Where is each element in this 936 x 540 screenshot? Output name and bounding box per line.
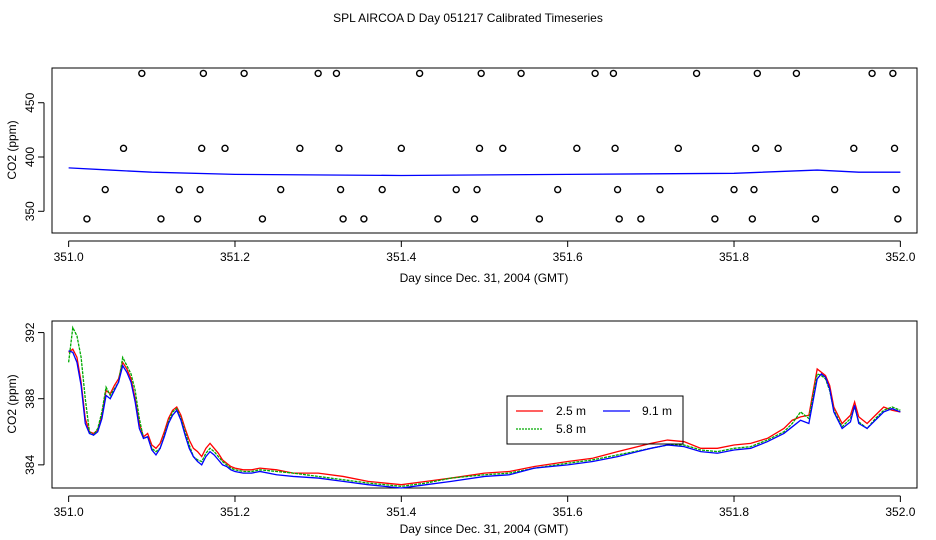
top-calibration-point xyxy=(750,185,758,194)
top-calibration-point xyxy=(499,144,507,153)
top-calibration-point xyxy=(477,69,485,78)
top-calibration-point xyxy=(850,144,858,153)
bottom-x-tick-label: 352.0 xyxy=(885,505,915,519)
top-calibration-point xyxy=(751,144,760,153)
bottom-x-tick-label: 351.0 xyxy=(54,505,84,519)
top-calibration-point xyxy=(296,144,304,153)
chart-title: SPL AIRCOA D Day 051217 Calibrated Times… xyxy=(333,11,603,25)
bottom-series-9-1-m xyxy=(68,350,901,489)
bottom-axes: 351.0 351.2 351.4 351.6 351.8 352.0 384 388 392 xyxy=(23,322,916,519)
top-calibration-point xyxy=(240,69,248,78)
top-calibration-point xyxy=(711,215,719,223)
bottom-plot-frame xyxy=(51,320,918,489)
legend-label-5-8m: 5.8 m xyxy=(556,422,586,436)
top-calibration-point xyxy=(692,69,701,78)
top-calibration-point xyxy=(892,185,900,194)
bottom-x-tick-label: 351.6 xyxy=(553,505,583,519)
legend-label-2-5m: 2.5 m xyxy=(556,404,586,418)
top-calibration-point xyxy=(637,215,645,223)
top-y-tick-label: 450 xyxy=(23,92,37,112)
bottom-y-tick-label: 384 xyxy=(23,455,37,475)
bottom-x-axis-title: Day since Dec. 31, 2004 (GMT) xyxy=(400,522,569,536)
top-calibration-point xyxy=(335,144,343,153)
top-y-tick-label: 350 xyxy=(23,201,37,221)
top-calibration-point xyxy=(674,144,682,153)
top-calibration-point xyxy=(475,144,484,153)
bottom-y-axis-title: CO2 (ppm) xyxy=(5,374,19,433)
top-calibration-point xyxy=(199,69,208,78)
top-calibration-point xyxy=(193,215,202,223)
top-calibration-point xyxy=(470,215,479,223)
top-calibration-point xyxy=(609,69,618,78)
top-calibration-point xyxy=(101,185,109,194)
top-calibration-point xyxy=(434,215,442,223)
top-y-tick-label: 400 xyxy=(23,147,37,167)
top-calibration-point xyxy=(397,144,406,153)
top-calibration-point xyxy=(221,144,229,153)
top-calibration-point xyxy=(573,144,581,153)
top-calibration-point xyxy=(157,215,165,223)
top-calibration-point xyxy=(613,185,622,194)
bottom-plot-area xyxy=(67,325,901,489)
top-calibration-point xyxy=(792,69,801,78)
top-calibration-point xyxy=(336,185,345,194)
legend-label-9-1m: 9.1 m xyxy=(642,404,672,418)
legend-box xyxy=(506,395,684,445)
top-calibration-point xyxy=(615,215,623,223)
top-calibration-point xyxy=(415,69,424,78)
top-calibration-point xyxy=(611,144,619,153)
top-series-trace xyxy=(68,167,901,177)
top-calibration-point xyxy=(119,144,128,153)
top-calibration-point xyxy=(83,215,91,223)
top-plot-frame xyxy=(51,67,918,234)
top-calibration-point xyxy=(811,215,820,223)
top-calibration-point xyxy=(339,215,347,223)
top-calibration-point xyxy=(198,144,206,153)
top-calibration-point xyxy=(378,185,386,194)
top-x-tick-label: 351.2 xyxy=(220,250,250,264)
top-calibration-point xyxy=(360,215,368,223)
top-calibration-point xyxy=(258,215,267,223)
bottom-x-tick-label: 351.4 xyxy=(386,505,416,519)
top-calibration-point xyxy=(314,69,322,78)
bottom-x-tick-label: 351.8 xyxy=(719,505,749,519)
bottom-x-tick-label: 351.2 xyxy=(220,505,250,519)
top-x-tick-label: 351.0 xyxy=(54,250,84,264)
top-calibration-point xyxy=(753,69,762,78)
top-calibration-point xyxy=(175,185,183,194)
top-plot-area xyxy=(68,69,902,223)
top-calibration-point xyxy=(894,215,902,223)
top-calibration-point xyxy=(553,185,562,194)
top-calibration-point xyxy=(830,185,839,194)
bottom-y-tick-label: 392 xyxy=(23,322,37,342)
top-calibration-point xyxy=(730,185,738,194)
top-x-axis-title: Day since Dec. 31, 2004 (GMT) xyxy=(400,271,569,285)
top-calibration-point xyxy=(517,69,525,78)
top-calibration-point xyxy=(748,215,757,223)
top-x-tick-label: 352.0 xyxy=(885,250,915,264)
top-calibration-point xyxy=(535,215,544,223)
top-x-tick-label: 351.6 xyxy=(553,250,583,264)
top-calibration-point xyxy=(277,185,285,194)
top-calibration-point xyxy=(591,69,599,78)
top-calibration-point xyxy=(868,69,876,78)
top-calibration-point xyxy=(890,144,899,153)
bottom-y-tick-label: 388 xyxy=(23,388,37,408)
top-x-tick-label: 351.8 xyxy=(719,250,749,264)
legend: 2.5 m 9.1 m 5.8 m xyxy=(506,395,684,445)
top-calibration-point xyxy=(889,69,897,78)
top-calibration-point xyxy=(473,185,481,194)
top-calibration-point xyxy=(196,185,204,194)
top-y-axis-title: CO2 (ppm) xyxy=(5,120,19,179)
top-calibration-point xyxy=(332,69,341,78)
bottom-series-2-5-m xyxy=(68,348,901,486)
top-calibration-point xyxy=(774,144,782,153)
top-axes: 351.0 351.2 351.4 351.6 351.8 352.0 350 400 450 xyxy=(23,92,916,264)
top-calibration-point xyxy=(138,69,146,78)
top-calibration-point xyxy=(656,185,664,194)
top-calibration-point xyxy=(452,185,460,194)
top-x-tick-label: 351.4 xyxy=(386,250,416,264)
bottom-series-5-8-m xyxy=(67,325,901,488)
